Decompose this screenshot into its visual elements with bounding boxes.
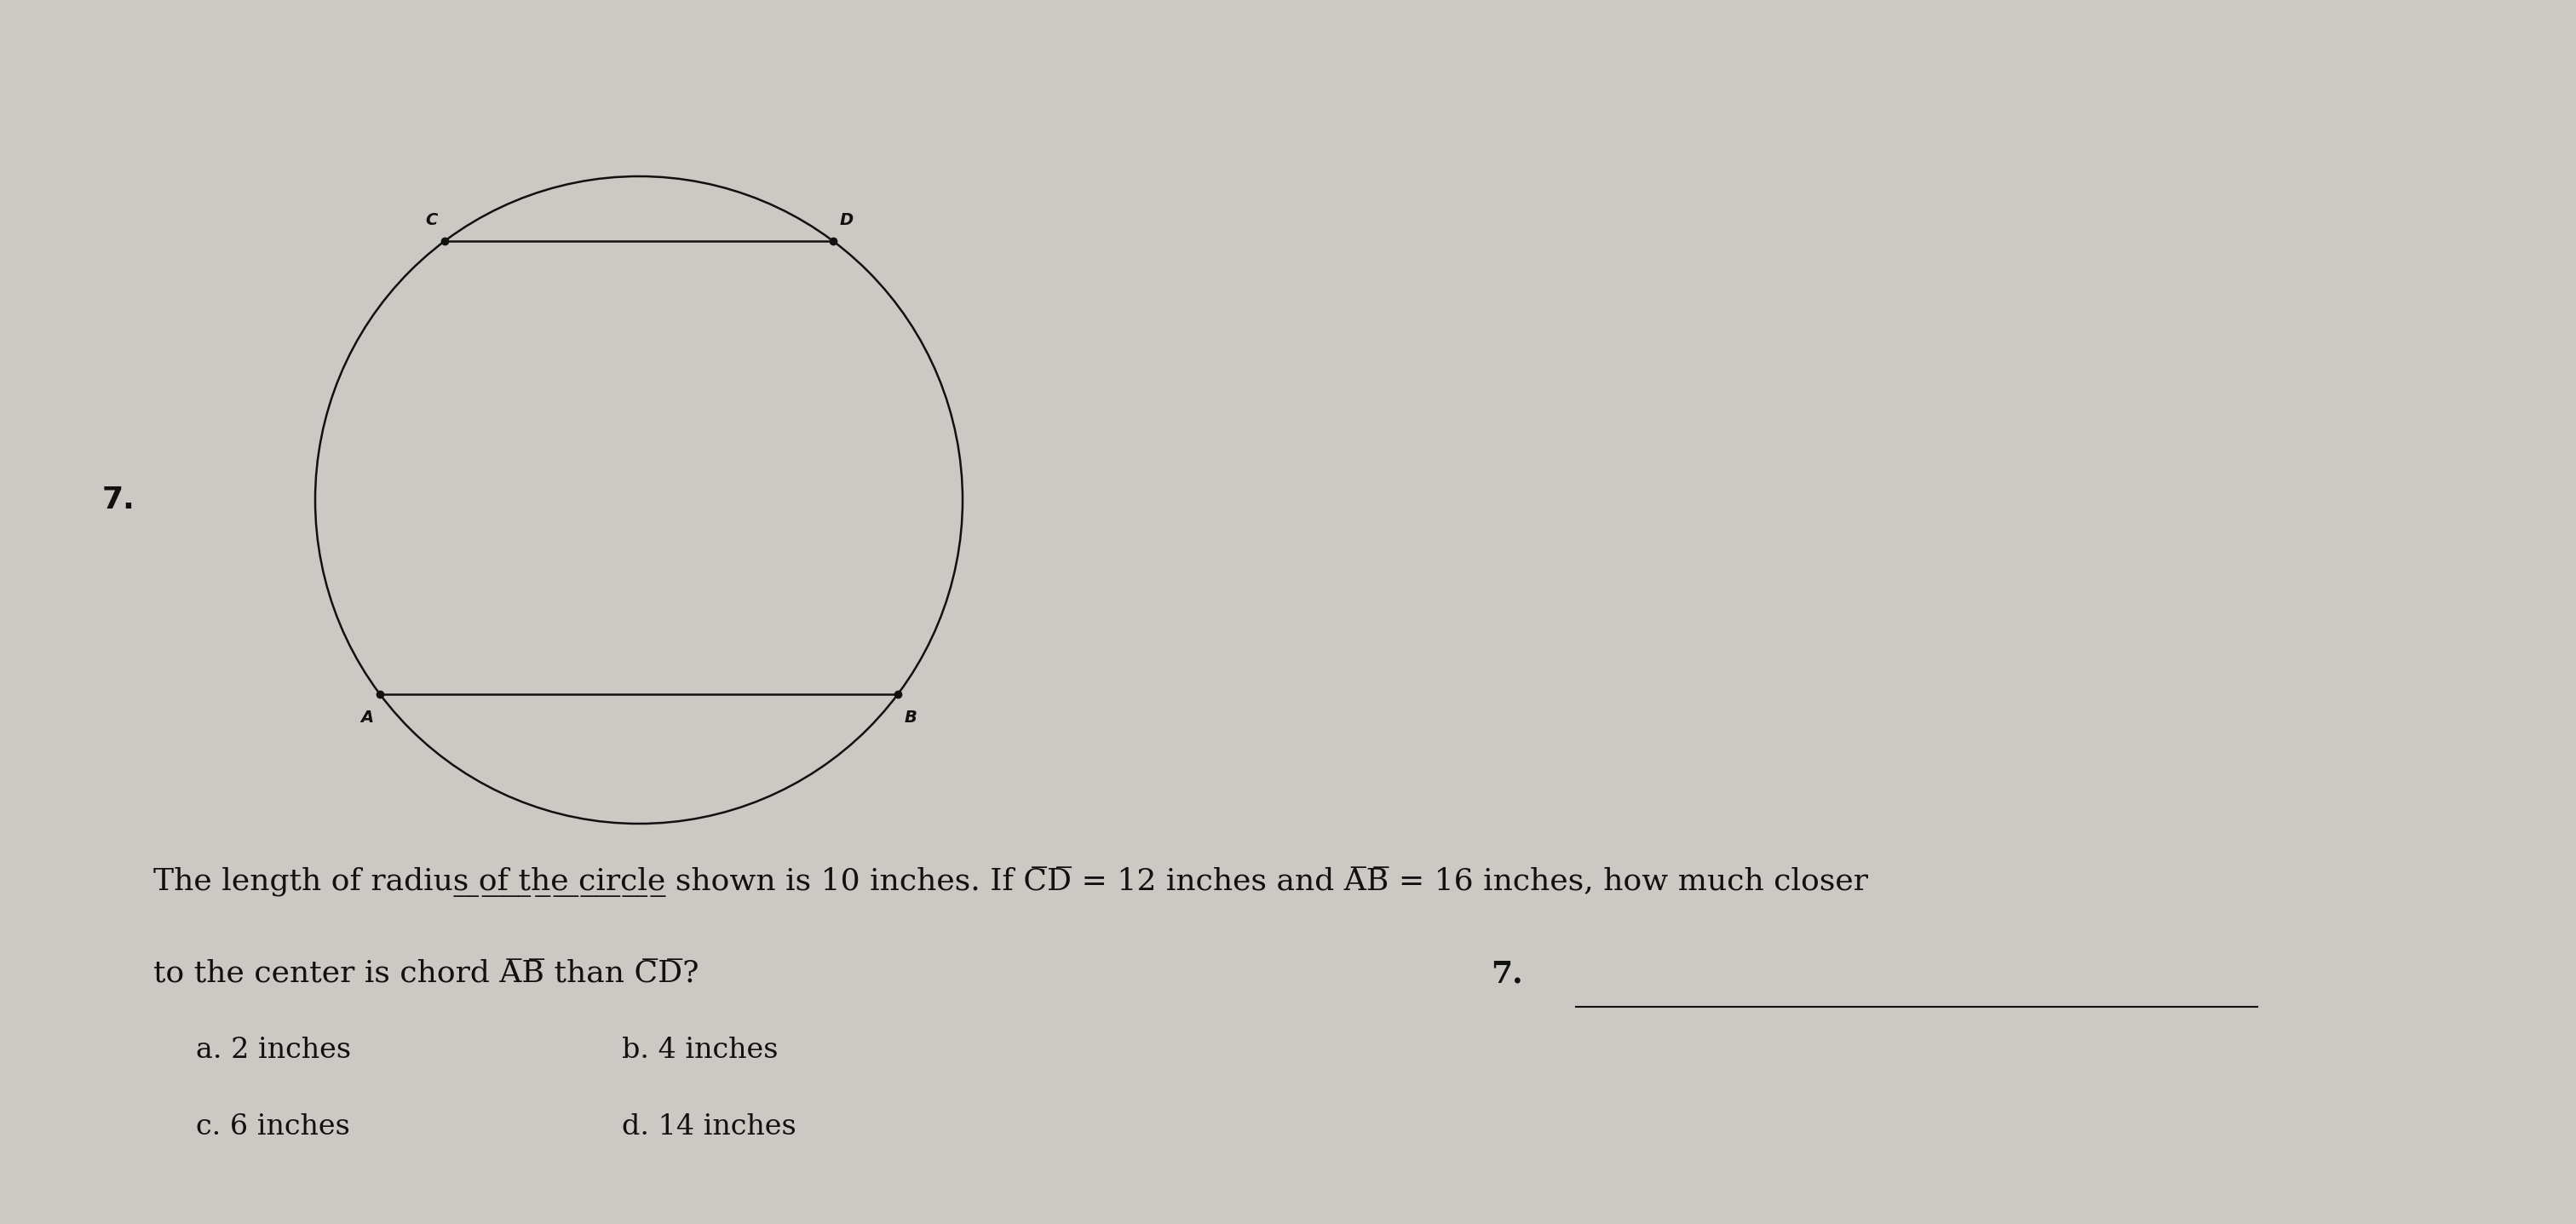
Text: b. 4 inches: b. 4 inches	[621, 1037, 778, 1064]
Text: The length of radius̲ ̲o̲f̲ ̲t̲h̲e̲ ̲c̲i̲r̲c̲l̲e̲ shown is 10 inches. If C̅D̅ = : The length of radius̲ ̲o̲f̲ ̲t̲h̲e̲ ̲c̲i…	[155, 867, 1868, 897]
Text: c. 6 inches: c. 6 inches	[196, 1114, 350, 1141]
Text: A: A	[361, 710, 374, 726]
Text: d. 14 inches: d. 14 inches	[621, 1114, 796, 1141]
Text: D: D	[840, 212, 853, 228]
Text: B: B	[904, 710, 917, 726]
Text: 7.: 7.	[103, 486, 134, 514]
Text: to the center is chord A̅B̅ than C̅D̅?: to the center is chord A̅B̅ than C̅D̅?	[155, 960, 698, 989]
Text: a. 2 inches: a. 2 inches	[196, 1037, 350, 1064]
Text: C: C	[425, 212, 438, 228]
Text: 7.: 7.	[1492, 960, 1522, 989]
